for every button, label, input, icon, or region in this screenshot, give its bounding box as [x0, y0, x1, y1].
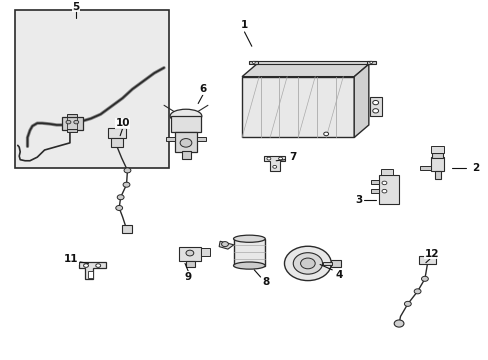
Bar — [88, 271, 93, 278]
Circle shape — [221, 242, 228, 247]
Polygon shape — [79, 262, 105, 279]
Circle shape — [124, 168, 131, 173]
Bar — [366, 60, 375, 64]
Bar — [201, 248, 209, 256]
Circle shape — [83, 264, 88, 267]
Text: 8: 8 — [262, 278, 269, 287]
Text: 3: 3 — [355, 195, 362, 205]
Bar — [175, 132, 197, 152]
Bar — [233, 239, 265, 266]
Circle shape — [323, 132, 328, 136]
Circle shape — [278, 157, 282, 160]
Text: 4: 4 — [335, 270, 343, 280]
Bar — [369, 96, 381, 116]
Bar — [165, 137, 175, 141]
Bar — [179, 247, 201, 261]
Circle shape — [180, 139, 191, 147]
Bar — [249, 60, 258, 64]
Bar — [15, 10, 168, 168]
Text: 1: 1 — [241, 20, 247, 30]
Circle shape — [393, 320, 403, 327]
Polygon shape — [219, 241, 233, 249]
Text: 12: 12 — [424, 249, 439, 259]
Bar — [182, 151, 190, 159]
Bar — [370, 180, 378, 184]
Polygon shape — [264, 156, 285, 171]
Circle shape — [413, 289, 420, 294]
Ellipse shape — [233, 235, 264, 242]
Bar — [67, 129, 77, 132]
Circle shape — [272, 165, 276, 168]
Bar — [330, 260, 340, 267]
Circle shape — [185, 250, 193, 256]
Circle shape — [300, 258, 315, 269]
Bar — [171, 116, 200, 132]
Circle shape — [404, 301, 410, 306]
Circle shape — [421, 276, 427, 281]
Text: 2: 2 — [471, 163, 479, 173]
Polygon shape — [353, 64, 368, 138]
Bar — [196, 137, 206, 141]
Bar — [430, 146, 444, 153]
Text: 11: 11 — [64, 254, 79, 264]
Circle shape — [116, 206, 122, 211]
Bar — [254, 60, 370, 64]
Circle shape — [74, 120, 79, 124]
Text: 9: 9 — [184, 272, 192, 282]
Circle shape — [369, 61, 372, 63]
Circle shape — [66, 120, 71, 124]
Text: 5: 5 — [73, 2, 80, 12]
Bar — [418, 256, 435, 265]
Bar — [370, 189, 378, 193]
Bar — [378, 175, 398, 204]
Text: 7: 7 — [289, 152, 296, 162]
Circle shape — [266, 157, 270, 160]
Circle shape — [96, 264, 101, 267]
Text: 10: 10 — [115, 118, 130, 128]
Circle shape — [123, 182, 130, 187]
Circle shape — [293, 253, 322, 274]
Bar — [430, 157, 444, 171]
Circle shape — [284, 246, 330, 280]
Bar — [434, 171, 440, 179]
Bar — [61, 117, 83, 130]
Bar — [323, 262, 331, 265]
Ellipse shape — [233, 262, 264, 269]
Polygon shape — [242, 77, 353, 138]
Circle shape — [372, 109, 378, 113]
Ellipse shape — [170, 109, 202, 123]
Circle shape — [381, 181, 386, 185]
Bar — [122, 225, 132, 233]
Bar — [431, 153, 442, 158]
Text: 6: 6 — [199, 84, 206, 94]
Bar — [111, 138, 123, 147]
Bar — [380, 168, 392, 175]
Bar — [185, 261, 194, 267]
Polygon shape — [242, 64, 368, 77]
Bar — [67, 114, 77, 117]
Circle shape — [381, 189, 386, 193]
Circle shape — [372, 100, 378, 105]
Circle shape — [117, 195, 124, 200]
Bar — [419, 166, 430, 170]
Bar — [108, 128, 125, 138]
Circle shape — [252, 61, 255, 63]
